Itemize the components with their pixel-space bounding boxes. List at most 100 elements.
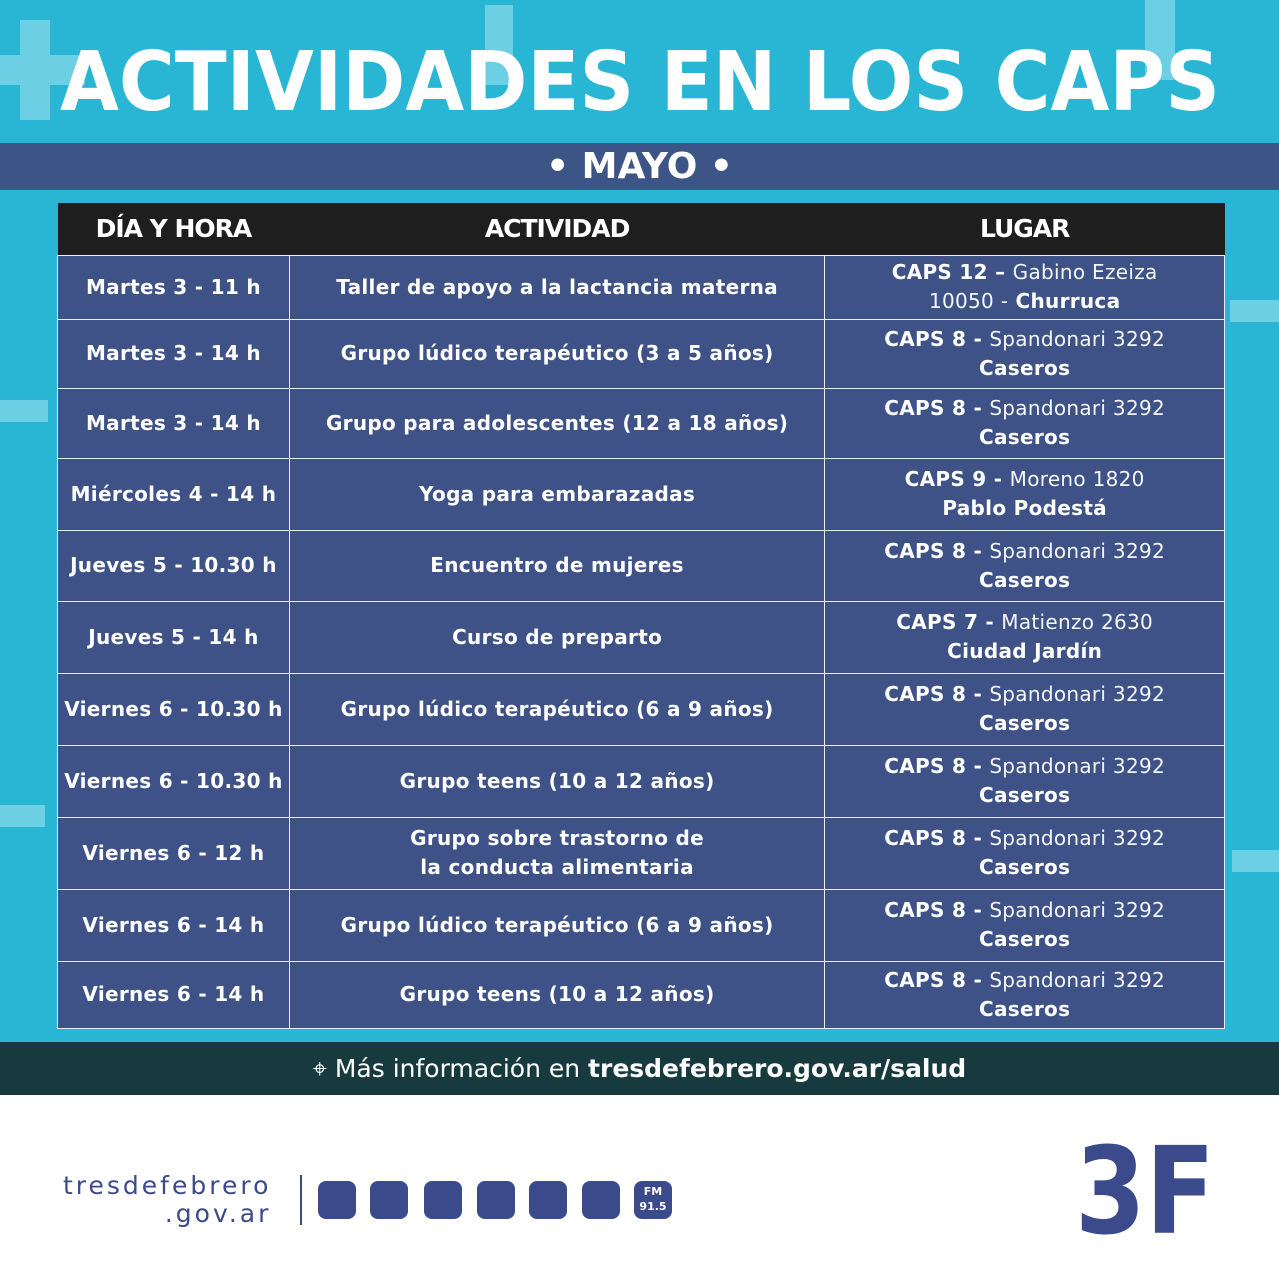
place-name: Caseros: [979, 425, 1071, 449]
place-address: Spandonari 3292: [989, 898, 1166, 922]
day-cell: Viernes 6 - 10.30 h: [57, 672, 290, 746]
place-address: 10050 -: [928, 289, 1009, 313]
facebook-icon[interactable]: [318, 1181, 356, 1219]
place-line: Ciudad Jardín: [825, 637, 1224, 666]
day-cell: Martes 3 - 14 h: [57, 387, 290, 459]
activity-line: la conducta alimentaria: [420, 855, 694, 879]
activity-line: Grupo lúdico terapéutico (6 a 9 años): [340, 912, 774, 937]
plus-decoration: [0, 55, 85, 85]
youtube-icon[interactable]: [477, 1181, 515, 1219]
place-line: Pablo Podestá: [825, 494, 1224, 523]
place-line: CAPS 7 - Matienzo 2630: [825, 608, 1224, 637]
day-cell: Jueves 5 - 10.30 h: [57, 529, 290, 602]
twitter-icon[interactable]: [370, 1181, 408, 1219]
place-name: Caseros: [979, 927, 1071, 951]
activity-line: Grupo para adolescentes (12 a 18 años): [325, 410, 789, 435]
table-row: Viernes 6 - 10.30 h Grupo teens (10 a 12 …: [57, 744, 1225, 818]
place-line: 10050 - Churruca: [825, 287, 1224, 316]
info-link[interactable]: tresdefebrero.gov.ar/salud: [588, 1054, 967, 1083]
place-line: Caseros: [825, 995, 1224, 1024]
place-address: Spandonari 3292: [989, 754, 1166, 778]
place-cell: CAPS 8 - Spandonari 3292 Caseros: [824, 387, 1225, 459]
place-cell: CAPS 8 - Spandonari 3292 Caseros: [824, 960, 1225, 1029]
plus-decoration: [0, 805, 45, 827]
place-line: CAPS 8 - Spandonari 3292: [825, 680, 1224, 709]
place-address: Spandonari 3292: [989, 826, 1166, 850]
plus-decoration: [1145, 0, 1175, 80]
radio-icon[interactable]: FM 91.5: [634, 1181, 672, 1219]
table-row: Jueves 5 - 14 h Curso de preparto CAPS 7 -…: [57, 600, 1225, 674]
column-header: LUGAR: [824, 203, 1225, 255]
place-line: CAPS 8 - Spandonari 3292: [825, 966, 1224, 995]
activity-cell: Curso de preparto: [288, 600, 826, 674]
plus-decoration: [0, 400, 48, 422]
divider: [300, 1175, 302, 1225]
site-logo: tresdefebrero .gov.ar: [63, 1172, 271, 1228]
day-cell: Martes 3 - 11 h: [57, 254, 290, 320]
place-cell: CAPS 8 - Spandonari 3292 Caseros: [824, 816, 1225, 890]
activity-line: Encuentro de mujeres: [430, 553, 684, 577]
cursor-icon: ⌖: [312, 1054, 327, 1083]
place-line: Caseros: [825, 423, 1224, 452]
table-row: Viernes 6 - 14 h Grupo lúdico terapéutico…: [57, 888, 1225, 962]
place-line: CAPS 8 - Spandonari 3292: [825, 394, 1224, 423]
radio-frequency: 91.5: [639, 1200, 667, 1213]
table-row: Viernes 6 - 12 h Grupo sobre trastorno de…: [57, 816, 1225, 890]
day-cell: Martes 3 - 14 h: [57, 318, 290, 389]
place-line: CAPS 12 – Gabino Ezeiza: [825, 258, 1224, 287]
activity-line: Curso de preparto: [452, 624, 663, 649]
place-name: Caseros: [979, 996, 1071, 1021]
site-name: tresdefebrero: [63, 1171, 272, 1200]
info-bar: ⌖ Más información en tresdefebrero.gov.a…: [0, 1042, 1279, 1095]
place-line: Caseros: [825, 709, 1224, 738]
title-area: ACTIVIDADES EN LOS CAPS: [60, 35, 1220, 130]
place-line: Caseros: [825, 354, 1224, 383]
place-address: Spandonari 3292: [989, 967, 1166, 992]
place-name: CAPS 8 -: [884, 538, 983, 563]
place-name: Caseros: [979, 711, 1071, 735]
activity-cell: Grupo lúdico terapéutico (6 a 9 años): [288, 672, 826, 746]
place-name: CAPS 8 -: [884, 326, 983, 351]
whatsapp-icon[interactable]: [529, 1181, 567, 1219]
place-name: Churruca: [1015, 289, 1121, 313]
place-name: Caseros: [979, 355, 1071, 380]
place-address: Spandonari 3292: [989, 538, 1166, 563]
place-name: Caseros: [979, 567, 1071, 592]
activity-line: Grupo lúdico terapéutico (3 a 5 años): [340, 341, 774, 365]
month-band: [0, 143, 1279, 190]
place-name: CAPS 9 -: [904, 467, 1003, 491]
activity-cell: Grupo teens (10 a 12 años): [288, 960, 826, 1029]
activity-line: Grupo teens (10 a 12 años): [399, 768, 715, 793]
place-name: Pablo Podestá: [942, 496, 1107, 520]
activity-cell: Yoga para embarazadas: [288, 457, 826, 531]
plus-decoration: [1230, 300, 1279, 322]
info-text: Más información en: [334, 1054, 581, 1083]
site-domain: .gov.ar: [164, 1199, 272, 1228]
month: • MAYO •: [546, 146, 733, 187]
activity-cell: Grupo lúdico terapéutico (6 a 9 años): [288, 888, 826, 962]
title: ACTIVIDADES EN LOS CAPS: [60, 35, 1220, 130]
table-row: Martes 3 - 14 h Grupo para adolescentes (…: [57, 387, 1225, 459]
activity-cell: Encuentro de mujeres: [288, 529, 826, 602]
radio-label: FM: [643, 1185, 663, 1198]
place-cell: CAPS 8 - Spandonari 3292 Caseros: [824, 744, 1225, 818]
brand-logo: 3F: [1075, 1135, 1215, 1245]
place-line: CAPS 8 - Spandonari 3292: [825, 752, 1224, 781]
activity-cell: Grupo teens (10 a 12 años): [288, 744, 826, 818]
activity-line: Grupo teens (10 a 12 años): [399, 982, 715, 1006]
plus-decoration: [1232, 850, 1279, 872]
activities-table: DÍA Y HORA ACTIVIDAD LUGAR Martes 3 - 11 h…: [57, 203, 1225, 1029]
activity-line: Taller de apoyo a la lactancia materna: [336, 274, 778, 299]
activity-line: Grupo lúdico terapéutico (6 a 9 años): [340, 696, 774, 721]
linkedin-icon[interactable]: [582, 1181, 620, 1219]
instagram-icon[interactable]: [424, 1181, 462, 1219]
place-cell: CAPS 8 - Spandonari 3292 Caseros: [824, 529, 1225, 602]
place-cell: CAPS 8 - Spandonari 3292 Caseros: [824, 318, 1225, 389]
activity-cell: Taller de apoyo a la lactancia materna: [288, 254, 826, 320]
place-name: Caseros: [979, 855, 1071, 879]
day-cell: Miércoles 4 - 14 h: [57, 457, 290, 531]
place-name: CAPS 8 -: [884, 682, 983, 706]
day-cell: Jueves 5 - 14 h: [57, 600, 290, 674]
place-name: CAPS 12 –: [891, 260, 1006, 284]
place-name: CAPS 8 -: [884, 754, 983, 778]
